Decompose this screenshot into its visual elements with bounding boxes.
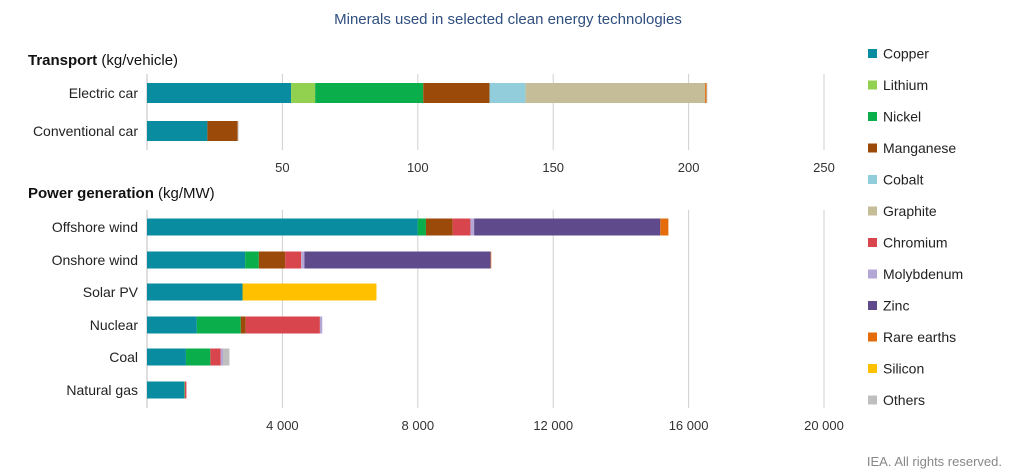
bar-segment-onshore-wind-copper xyxy=(147,251,246,269)
bar-segment-electric-car-lithium xyxy=(291,83,316,103)
legend-swatch-others xyxy=(868,395,877,405)
legend: Copper Lithium Nickel Manganese Cobalt Graphi… xyxy=(868,46,963,408)
bar-segment-electric-car-manganese xyxy=(423,83,490,103)
bar-segment-onshore-wind-chromium xyxy=(285,251,302,269)
bar-segment-coal-nickel xyxy=(185,348,211,366)
bar-segment-solar-pv-copper xyxy=(147,283,243,301)
bar-segment-offshore-wind-manganese xyxy=(425,218,453,236)
bar-segment-natural-gas-chromium xyxy=(184,381,187,399)
bar-segment-offshore-wind-nickel xyxy=(417,218,426,236)
bar-segment-nuclear-chromium xyxy=(245,316,320,334)
legend-label-copper: Copper xyxy=(883,46,929,62)
bar-segment-offshore-wind-molybdenum xyxy=(470,218,475,236)
x-tick-label: 200 xyxy=(678,160,700,175)
bar-segment-onshore-wind-manganese xyxy=(258,251,286,269)
legend-swatch-lithium xyxy=(868,80,877,90)
category-label-conventional-car: Conventional car xyxy=(33,123,138,139)
bar-segment-natural-gas-nickel xyxy=(184,381,185,399)
legend-label-graphite: Graphite xyxy=(883,203,937,219)
bar-segment-offshore-wind-copper xyxy=(147,218,418,236)
bar-segment-electric-car-cobalt xyxy=(489,83,526,103)
panel-title-power-bold: Power generation xyxy=(28,185,154,202)
panel-title-transport: Transport (kg/vehicle) xyxy=(28,52,178,69)
bar-segment-conventional-car-copper xyxy=(147,121,208,141)
bar-segment-coal-copper xyxy=(147,348,186,366)
bar-segment-offshore-wind-zinc xyxy=(474,218,661,236)
category-label-nuclear: Nuclear xyxy=(90,317,139,333)
bar-segment-onshore-wind-zinc xyxy=(304,251,491,269)
bar-segment-conventional-car-others xyxy=(237,121,239,141)
legend-label-rare-earths: Rare earths xyxy=(883,329,956,345)
legend-swatch-rare-earths xyxy=(868,332,877,342)
bar-segment-nuclear-manganese xyxy=(240,316,246,334)
bar-segment-electric-car-rare-earths xyxy=(705,83,707,103)
category-label-solar-pv: Solar PV xyxy=(83,284,139,300)
panel-title-power-unit: (kg/MW) xyxy=(154,185,215,202)
x-tick-label: 150 xyxy=(542,160,564,175)
legend-label-lithium: Lithium xyxy=(883,77,928,93)
panel-title-transport-bold: Transport xyxy=(28,52,97,69)
category-label-coal: Coal xyxy=(109,349,138,365)
transport-panel: 50 100 150 200 250 Electric car Conventional c… xyxy=(33,74,835,175)
legend-label-nickel: Nickel xyxy=(883,109,921,125)
bar-segment-onshore-wind-nickel xyxy=(245,251,259,269)
legend-label-chromium: Chromium xyxy=(883,235,948,251)
legend-swatch-graphite xyxy=(868,206,877,216)
bar-segment-nuclear-molybdenum xyxy=(319,316,323,334)
bar-segment-solar-pv-silicon xyxy=(242,283,377,301)
bar-segment-offshore-wind-chromium xyxy=(452,218,471,236)
category-label-offshore-wind: Offshore wind xyxy=(52,219,138,235)
legend-swatch-silicon xyxy=(868,364,877,373)
legend-swatch-chromium xyxy=(868,238,877,247)
panel-title-transport-unit: (kg/vehicle) xyxy=(97,52,178,69)
footer-credit: IEA. All rights reserved. xyxy=(867,454,1002,469)
bar-segment-electric-car-others xyxy=(706,83,708,103)
bar-segment-coal-molybdenum xyxy=(220,348,223,366)
legend-label-molybdenum: Molybdenum xyxy=(883,266,963,282)
legend-swatch-molybdenum xyxy=(868,269,877,279)
x-tick-label: 100 xyxy=(407,160,429,175)
bar-segment-conventional-car-manganese xyxy=(207,121,238,141)
category-label-natural-gas: Natural gas xyxy=(66,382,138,398)
panel-title-power: Power generation (kg/MW) xyxy=(28,185,215,202)
bar-segment-electric-car-graphite xyxy=(525,83,706,103)
bar-segment-natural-gas-copper xyxy=(147,381,185,399)
x-tick-label: 16 000 xyxy=(669,418,709,433)
legend-label-cobalt: Cobalt xyxy=(883,172,924,188)
bar-segment-onshore-wind-molybdenum xyxy=(301,251,305,269)
bar-segment-coal-others xyxy=(222,348,230,366)
legend-swatch-zinc xyxy=(868,301,877,310)
legend-swatch-manganese xyxy=(868,143,877,153)
legend-swatch-nickel xyxy=(868,112,877,121)
bar-segment-electric-car-copper xyxy=(147,83,292,103)
bar-segment-onshore-wind-rare-earths xyxy=(490,251,492,269)
power-panel: 4 000 8 000 12 000 16 000 20 000 Offshore win… xyxy=(52,210,844,433)
bar-segment-nuclear-nickel xyxy=(196,316,241,334)
x-tick-label: 8 000 xyxy=(402,418,435,433)
category-label-onshore-wind: Onshore wind xyxy=(52,252,138,268)
x-tick-label: 250 xyxy=(813,160,835,175)
legend-swatch-cobalt xyxy=(868,175,877,184)
legend-label-manganese: Manganese xyxy=(883,140,956,156)
bar-segment-electric-car-nickel xyxy=(315,83,424,103)
x-tick-label: 12 000 xyxy=(533,418,573,433)
legend-swatch-copper xyxy=(868,49,877,58)
category-label-electric-car: Electric car xyxy=(69,85,139,101)
bar-segment-offshore-wind-rare-earths xyxy=(660,218,669,236)
x-tick-label: 4 000 xyxy=(266,418,299,433)
x-tick-label: 20 000 xyxy=(804,418,844,433)
x-tick-label: 50 xyxy=(275,160,289,175)
legend-label-others: Others xyxy=(883,392,925,408)
bar-segment-coal-chromium xyxy=(210,348,221,366)
chart-title: Minerals used in selected clean energy t… xyxy=(334,11,682,28)
bar-segment-nuclear-copper xyxy=(147,316,197,334)
legend-label-silicon: Silicon xyxy=(883,361,924,377)
legend-label-zinc: Zinc xyxy=(883,298,909,314)
